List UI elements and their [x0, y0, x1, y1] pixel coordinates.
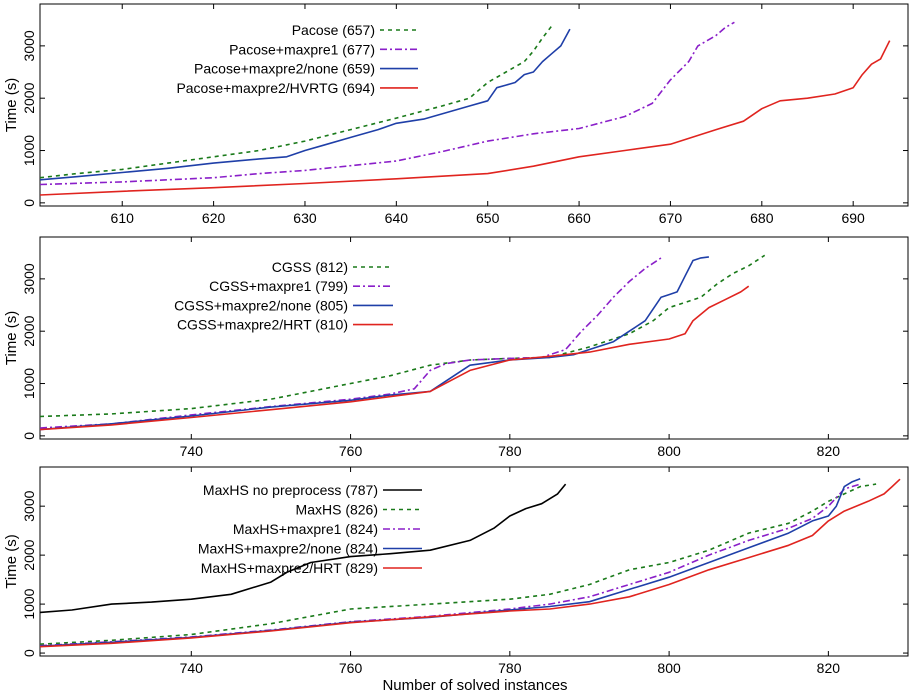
x-tick-label: 640: [385, 210, 409, 226]
y-axis-label: Time (s): [3, 311, 20, 365]
x-tick-label: 740: [180, 660, 204, 676]
legend: Pacose (657) Pacose+maxpre1 (677) Pacose+m…: [176, 22, 418, 96]
y-tick-label: 0: [21, 199, 37, 207]
y-tick-label: 1000: [21, 368, 37, 399]
y-tick-label: 3000: [21, 30, 37, 61]
legend-label: MaxHS+maxpre2/none (824): [198, 541, 378, 557]
y-tick-label: 0: [21, 649, 37, 657]
series-line-1: [40, 25, 553, 179]
legend-label: Pacose+maxpre1 (677): [229, 41, 375, 57]
y-tick-label: 0: [21, 432, 37, 440]
series-line-4: [40, 40, 891, 196]
legend-label: CGSS+maxpre2/none (805): [174, 297, 348, 313]
x-tick-label: 660: [567, 210, 591, 226]
series-line-4: [40, 478, 861, 647]
series-line-2: [40, 483, 877, 645]
y-tick-label: 3000: [21, 263, 37, 294]
x-tick-label: 650: [476, 210, 500, 226]
plot-frame: [39, 3, 909, 207]
legend-label: Pacose+maxpre2/HVRTG (694): [176, 80, 375, 96]
legend-label: MaxHS (826): [296, 502, 378, 518]
series-line-3: [40, 483, 861, 647]
x-tick-label: 780: [498, 443, 522, 459]
legend-label: CGSS (812): [272, 259, 348, 275]
x-tick-label: 680: [750, 210, 774, 226]
y-tick-label: 2000: [21, 82, 37, 113]
plot-frame: [39, 236, 909, 440]
x-tick-label: 800: [657, 443, 681, 459]
series-line-5: [40, 478, 901, 648]
plot-frame: [39, 466, 909, 657]
series-line-1: [40, 483, 567, 614]
x-tick-label: 820: [817, 660, 841, 676]
y-axis-label: Time (s): [3, 534, 20, 588]
x-axis-label: Number of solved instances: [382, 677, 567, 694]
y-tick-label: 3000: [21, 490, 37, 521]
y-tick-label: 1000: [21, 135, 37, 166]
legend-label: MaxHS no preprocess (787): [203, 482, 378, 498]
chart-panel-1: 610 620 630 640 650 660 670 680 690 0 1000 2000 3000…: [3, 3, 909, 226]
legend-label: Pacose (657): [292, 22, 375, 38]
legend-label: Pacose+maxpre2/none (659): [194, 61, 375, 77]
x-tick-label: 800: [657, 660, 681, 676]
legend-label: CGSS+maxpre1 (799): [209, 278, 348, 294]
x-tick-label: 760: [339, 443, 363, 459]
series-line-1: [40, 254, 766, 418]
series-line-4: [40, 285, 750, 431]
legend-label: MaxHS+maxpre2/HRT (829): [201, 560, 378, 576]
series-group: [40, 478, 901, 648]
legend: CGSS (812) CGSS+maxpre1 (799) CGSS+maxpre2…: [174, 259, 393, 333]
legend-label: CGSS+maxpre2/HRT (810): [177, 317, 348, 333]
y-tick-label: 2000: [21, 315, 37, 346]
series-line-2: [40, 21, 735, 186]
x-tick-label: 690: [841, 210, 865, 226]
x-tick-label: 780: [498, 660, 522, 676]
legend-label: MaxHS+maxpre1 (824): [233, 521, 378, 537]
chart-panel-2: 740 760 780 800 820 0 1000 2000 3000 Time (s) CGSS…: [3, 236, 909, 459]
series-group: [40, 21, 891, 196]
y-axis-label: Time (s): [3, 78, 20, 132]
series-group: [40, 254, 766, 431]
x-tick-label: 630: [293, 210, 317, 226]
x-tick-label: 820: [817, 443, 841, 459]
x-tick-label: 610: [111, 210, 135, 226]
y-tick-label: 1000: [21, 588, 37, 619]
x-tick-label: 620: [202, 210, 226, 226]
x-tick-label: 670: [659, 210, 683, 226]
series-line-3: [40, 256, 710, 431]
series-line-3: [40, 28, 571, 181]
x-tick-label: 740: [180, 443, 204, 459]
x-tick-label: 760: [339, 660, 363, 676]
legend: MaxHS no preprocess (787) MaxHS (826) MaxH…: [198, 482, 422, 576]
y-tick-label: 2000: [21, 539, 37, 570]
